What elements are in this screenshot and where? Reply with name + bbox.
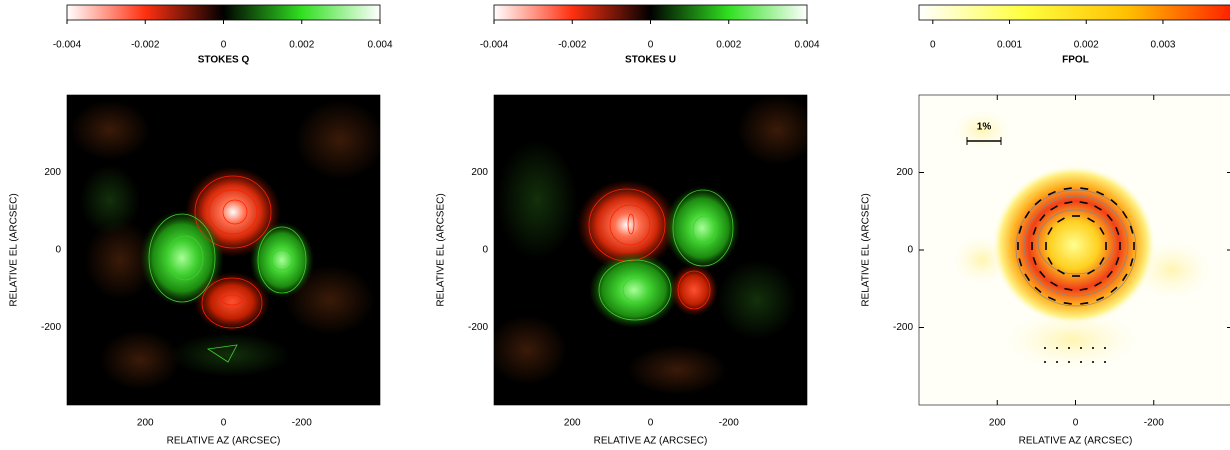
vector bbox=[1129, 258, 1134, 267]
y-tick-label: 200 bbox=[471, 167, 488, 178]
colorbar-label: FPOL bbox=[1062, 55, 1089, 66]
vector bbox=[1099, 257, 1105, 265]
panel: -0.004 -0.002 0 0.002 0.004 STOKES Q 200 0 -200 -… bbox=[9, 4, 393, 447]
colorbar bbox=[493, 4, 808, 21]
x-axis-label: RELATIVE AZ (ARCSEC) bbox=[594, 436, 708, 447]
x-axis-label: RELATIVE AZ (ARCSEC) bbox=[1019, 436, 1133, 447]
panel: 0 0.001 0.002 0.003 FPOL 200 0 -200 -200 0 200 RELA… bbox=[861, 4, 1230, 447]
vector bbox=[1024, 273, 1031, 282]
vector bbox=[1115, 226, 1120, 235]
x-axis-label: RELATIVE AZ (ARCSEC) bbox=[167, 436, 281, 447]
vector bbox=[1079, 201, 1088, 205]
colorbar-tick-label: -0.004 bbox=[53, 40, 82, 51]
vector bbox=[1047, 227, 1053, 235]
vector bbox=[1064, 201, 1073, 205]
vector bbox=[1129, 225, 1134, 234]
vector bbox=[1110, 286, 1118, 294]
y-tick-label: -200 bbox=[893, 322, 913, 333]
vector bbox=[1034, 286, 1042, 294]
vector bbox=[1047, 257, 1053, 265]
colorbar-tick-label: 0.003 bbox=[1150, 40, 1175, 51]
vector bbox=[1050, 205, 1058, 211]
vector bbox=[1039, 270, 1046, 278]
y-axis-label: RELATIVE EL (ARCSEC) bbox=[861, 193, 872, 306]
x-tick-label: 200 bbox=[564, 418, 581, 429]
vector bbox=[1047, 190, 1056, 196]
colorbar-label: STOKES Q bbox=[198, 55, 250, 66]
vector bbox=[1079, 287, 1088, 291]
vector bbox=[1018, 225, 1023, 234]
y-axis-label: RELATIVE EL (ARCSEC) bbox=[436, 193, 447, 306]
vector bbox=[1050, 281, 1058, 287]
x-tick-label: 0 bbox=[221, 418, 227, 429]
colorbar-tick-label: 0.004 bbox=[367, 40, 392, 51]
vector bbox=[1080, 302, 1089, 305]
vector bbox=[1087, 269, 1095, 275]
vector bbox=[1039, 214, 1046, 222]
x-tick-label: 200 bbox=[989, 418, 1006, 429]
vector bbox=[1063, 302, 1072, 305]
vector bbox=[1121, 210, 1128, 219]
vector bbox=[1099, 227, 1105, 235]
map-image bbox=[67, 95, 380, 405]
vector bbox=[1024, 210, 1031, 219]
vector bbox=[1087, 217, 1095, 223]
vector bbox=[1018, 258, 1023, 267]
vector bbox=[1063, 187, 1072, 190]
vector bbox=[1032, 226, 1037, 235]
y-tick-label: 0 bbox=[907, 245, 913, 256]
y-tick-label: -200 bbox=[41, 322, 61, 333]
vector bbox=[1094, 205, 1102, 211]
colorbar-tick-label: -0.002 bbox=[131, 40, 160, 51]
vector bbox=[1032, 257, 1037, 266]
vector bbox=[1034, 198, 1042, 206]
vector bbox=[1106, 270, 1113, 278]
colorbar bbox=[66, 4, 381, 21]
vector bbox=[1094, 281, 1102, 287]
y-tick-label: 0 bbox=[55, 245, 61, 256]
vector bbox=[1096, 190, 1105, 196]
y-tick-label: 200 bbox=[44, 167, 61, 178]
y-axis-label: RELATIVE EL (ARCSEC) bbox=[9, 193, 20, 306]
y-tick-label: 200 bbox=[896, 167, 913, 178]
x-tick-label: -200 bbox=[719, 418, 739, 429]
colorbar-tick-label: 0.002 bbox=[1074, 40, 1099, 51]
y-tick-label: 0 bbox=[482, 245, 488, 256]
x-tick-label: 0 bbox=[648, 418, 654, 429]
x-tick-label: 200 bbox=[137, 418, 154, 429]
vector bbox=[1115, 257, 1120, 266]
colorbar-label: STOKES U bbox=[625, 55, 676, 66]
colorbar bbox=[918, 4, 1230, 21]
vector bbox=[1096, 296, 1105, 302]
vector bbox=[1064, 287, 1073, 291]
colorbar-tick-label: 0.004 bbox=[794, 40, 819, 51]
y-tick-label: -200 bbox=[468, 322, 488, 333]
colorbar-tick-label: 0 bbox=[221, 40, 227, 51]
colorbar-tick-label: 0 bbox=[930, 40, 936, 51]
vector bbox=[1047, 296, 1056, 302]
map-image bbox=[494, 95, 807, 405]
vector bbox=[1121, 273, 1128, 282]
colorbar-tick-label: 0.002 bbox=[289, 40, 314, 51]
x-tick-label: 0 bbox=[1073, 418, 1079, 429]
colorbar-tick-label: -0.004 bbox=[480, 40, 509, 51]
colorbar-tick-label: 0 bbox=[648, 40, 654, 51]
vector bbox=[1057, 269, 1065, 275]
x-tick-label: -200 bbox=[292, 418, 312, 429]
x-tick-label: -200 bbox=[1144, 418, 1164, 429]
vector bbox=[1080, 187, 1089, 190]
scale-bar-label: 1% bbox=[977, 122, 992, 133]
panel: -0.004 -0.002 0 0.002 0.004 STOKES U 200 0 -200 -… bbox=[436, 4, 820, 447]
colorbar-tick-label: 0.002 bbox=[716, 40, 741, 51]
vector bbox=[1057, 217, 1065, 223]
vector bbox=[1106, 214, 1113, 222]
colorbar-tick-label: -0.002 bbox=[558, 40, 587, 51]
colorbar-tick-label: 0.001 bbox=[997, 40, 1022, 51]
vector bbox=[1110, 198, 1118, 206]
map-image bbox=[919, 95, 1230, 405]
